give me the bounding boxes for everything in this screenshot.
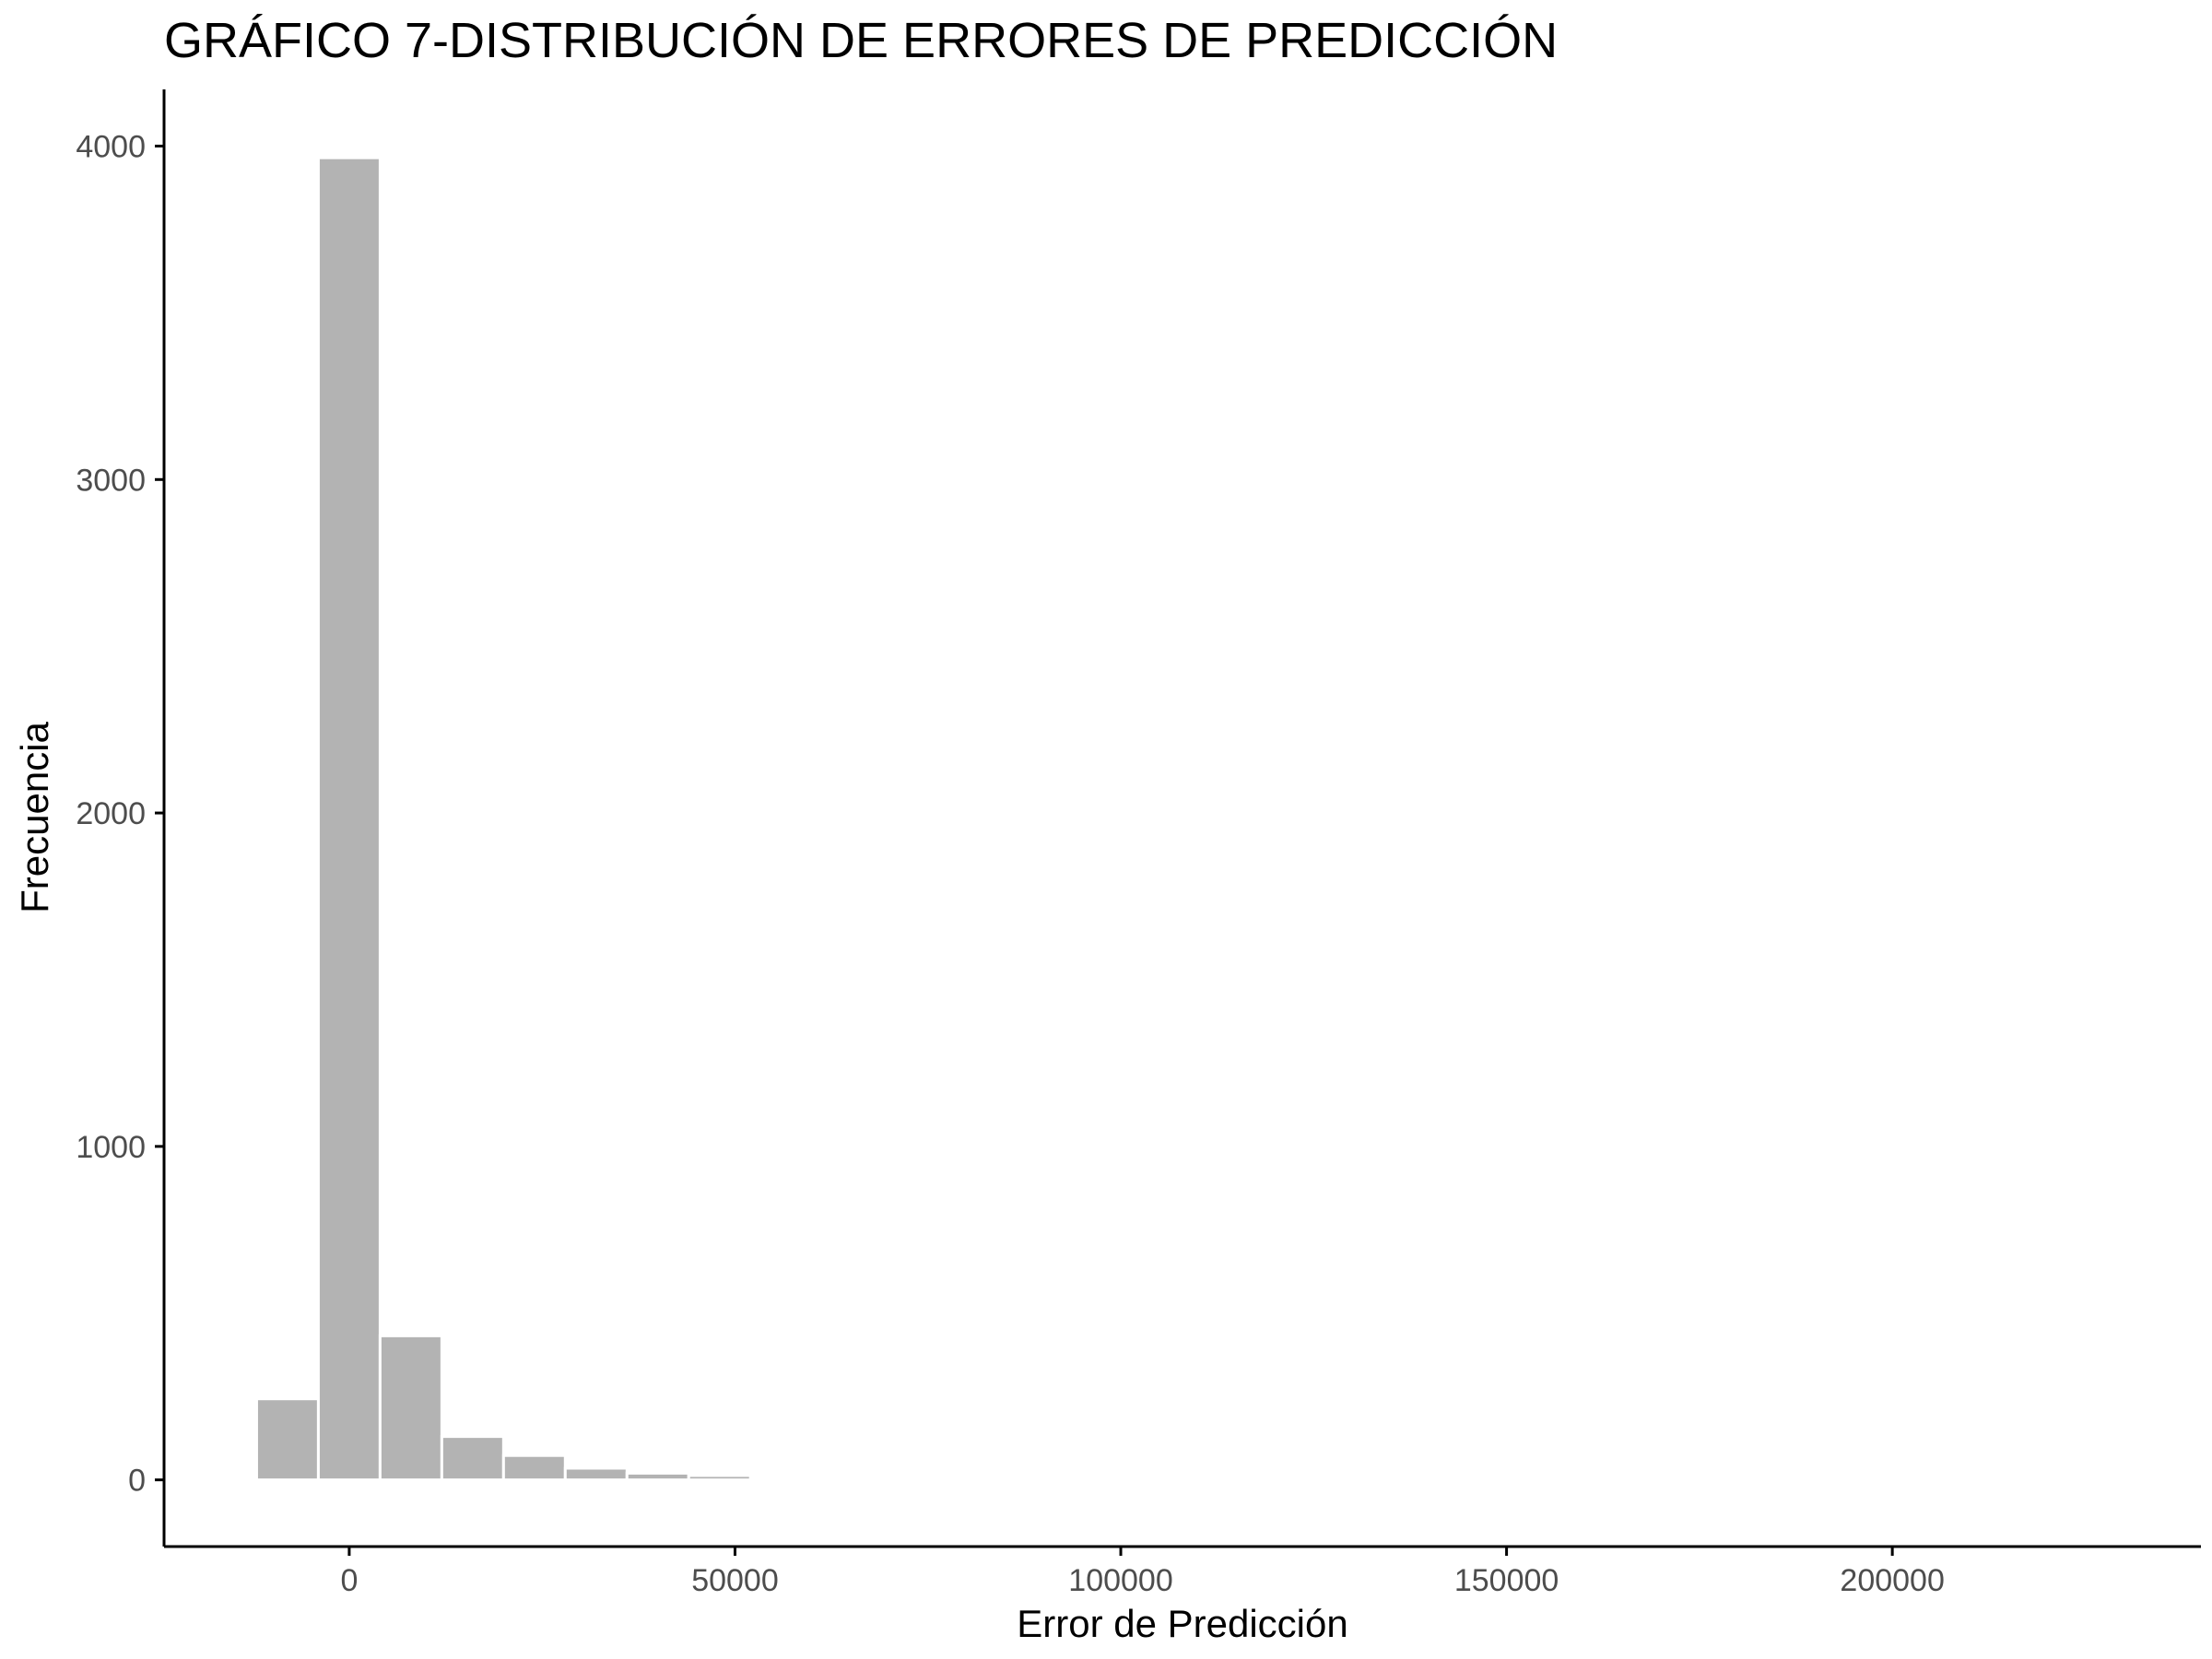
x-tick-label-4: 200000 [1840,1563,1944,1598]
y-axis-title: Frecuencia [13,721,56,912]
x-axis-title: Error de Predicción [1017,1602,1347,1645]
y-tick-label-0: 0 [128,1464,146,1499]
y-tick-label-4: 4000 [76,130,146,165]
y-tick-label-2: 2000 [76,796,146,831]
bars-group [254,156,752,1482]
x-tick-label-3: 150000 [1454,1563,1559,1598]
histogram-bar-4 [501,1453,567,1482]
x-tick-label-2: 100000 [1068,1563,1172,1598]
x-tick-label-0: 0 [340,1563,358,1598]
y-tick-label-1: 1000 [76,1130,146,1165]
histogram-bar-5 [563,1466,629,1482]
y-ticks-group: 0 1000 2000 3000 4000 [76,130,164,1499]
x-tick-label-1: 50000 [691,1563,779,1598]
histogram-bar-6 [625,1471,690,1482]
histogram-bar-2 [378,1334,443,1482]
histogram-bar-3 [440,1435,505,1482]
histogram-bar-7 [687,1474,752,1482]
histogram-bar-1 [316,156,382,1482]
chart-title: GRÁFICO 7-DISTRIBUCIÓN DE ERRORES DE PRE… [164,13,1558,68]
y-tick-label-3: 3000 [76,463,146,498]
histogram-bar-0 [254,1397,320,1482]
x-ticks-group: 0 50000 100000 150000 200000 [340,1547,1945,1598]
